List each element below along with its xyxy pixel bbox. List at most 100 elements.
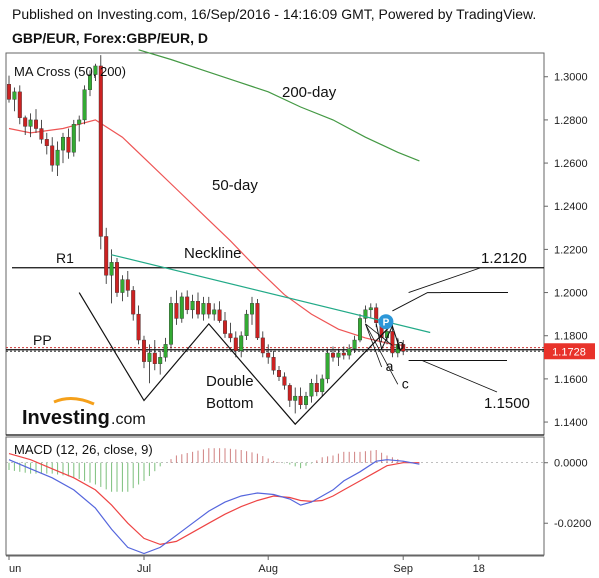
- candle-body: [212, 309, 217, 315]
- candle-body: [206, 303, 211, 315]
- point-a-label: a: [386, 358, 394, 374]
- candle-body: [163, 344, 168, 358]
- price-tick-label: 1.1600: [554, 374, 588, 386]
- target-lower-pointer: [421, 360, 498, 393]
- candle-body: [141, 339, 146, 362]
- published-line: Published on Investing.com, 16/Sep/2016 …: [12, 6, 537, 22]
- investing-logo: Investing .com: [22, 397, 146, 429]
- double-label: Double: [206, 373, 254, 390]
- candle-body: [304, 395, 309, 405]
- price-tick-label: 1.1800: [554, 331, 588, 343]
- candle-body: [298, 395, 303, 405]
- candle-body: [374, 307, 379, 323]
- candle-body: [98, 65, 103, 237]
- double-bottom-line: [78, 292, 393, 426]
- macd-tick-label: -0.0200: [554, 518, 591, 530]
- candle-body: [201, 303, 206, 315]
- point-c-label: c: [402, 375, 409, 391]
- target-upper-pointer: [408, 267, 481, 293]
- point-a-leader: [365, 323, 382, 368]
- logo-suffix: .com: [111, 411, 146, 428]
- candle-body: [368, 307, 373, 311]
- candle-body: [147, 352, 152, 362]
- macd-line: [8, 459, 420, 555]
- ma200-label: 200-day: [282, 84, 337, 101]
- candle-body: [255, 303, 260, 339]
- candle-body: [28, 119, 33, 127]
- candle-body: [363, 309, 368, 319]
- time-tick-label: Jul: [137, 563, 151, 575]
- candle-body: [55, 149, 60, 166]
- candle-body: [12, 91, 17, 100]
- r1-label: R1: [56, 250, 74, 266]
- candle-body: [249, 303, 254, 315]
- candle-body: [195, 300, 200, 315]
- time-tick-label: un: [9, 563, 21, 575]
- candle-body: [23, 117, 28, 127]
- p-marker-circle: [378, 314, 394, 330]
- candle-body: [293, 395, 298, 401]
- candle-body: [331, 352, 336, 358]
- time-tick-label: 18: [473, 563, 485, 575]
- candle-body: [114, 262, 119, 293]
- current-price-badge: [544, 343, 595, 360]
- candle-body: [77, 119, 82, 125]
- bottom-label: Bottom: [206, 395, 254, 412]
- candle-body: [39, 128, 44, 140]
- price-tick-label: 1.3000: [554, 72, 588, 84]
- candle-body: [82, 89, 87, 121]
- candle-body: [168, 303, 173, 345]
- candle-body: [109, 262, 114, 276]
- price-tick-label: 1.1400: [554, 417, 588, 429]
- target-upper-leader: [392, 292, 441, 312]
- candle-body: [277, 370, 282, 377]
- pp-label: PP: [33, 332, 52, 348]
- candle-body: [104, 236, 109, 276]
- ma50-label: 50-day: [212, 177, 258, 194]
- candle-body: [179, 296, 184, 319]
- candle-body: [314, 383, 319, 393]
- candle-body: [17, 91, 22, 118]
- candle-body: [174, 303, 179, 319]
- target-lower-label: 1.1500: [484, 395, 530, 412]
- time-tick-label: Aug: [258, 563, 278, 575]
- candle-body: [266, 352, 271, 358]
- candle-body: [341, 352, 346, 356]
- candle-body: [44, 139, 49, 147]
- candle-body: [190, 300, 195, 311]
- p-marker-label: P: [383, 318, 390, 329]
- candle-body: [131, 290, 136, 315]
- candle-body: [217, 309, 222, 321]
- candle-body: [287, 385, 292, 401]
- candle-body: [6, 84, 11, 100]
- candle-body: [336, 352, 341, 358]
- neckline-label: Neckline: [184, 245, 242, 262]
- candle-body: [260, 337, 265, 354]
- candle-body: [87, 74, 92, 90]
- candle-body: [61, 136, 66, 151]
- candle-body: [244, 313, 249, 336]
- candle-body: [34, 119, 39, 129]
- target-upper-label: 1.2120: [481, 250, 527, 267]
- candle-body: [390, 331, 395, 354]
- logo-swoosh: [53, 397, 95, 406]
- candle-body: [66, 136, 71, 153]
- candle-body: [93, 65, 98, 75]
- candle-body: [120, 279, 125, 293]
- candle-body: [325, 352, 330, 380]
- candle-body: [320, 378, 325, 393]
- price-tick-label: 1.2800: [554, 115, 588, 127]
- candle-body: [309, 383, 314, 397]
- ma200-line: [138, 49, 420, 162]
- candle-body: [239, 335, 244, 352]
- candle-body: [233, 337, 238, 352]
- macd-panel-frame: [5, 436, 545, 556]
- abc-zigzag: [375, 323, 401, 352]
- candle-body: [222, 320, 227, 334]
- neckline-line: [111, 254, 431, 334]
- price-tick-label: 1.2200: [554, 244, 588, 256]
- point-c-leader: [365, 323, 399, 385]
- price-tick-label: 1.2400: [554, 201, 588, 213]
- candle-body: [347, 348, 352, 356]
